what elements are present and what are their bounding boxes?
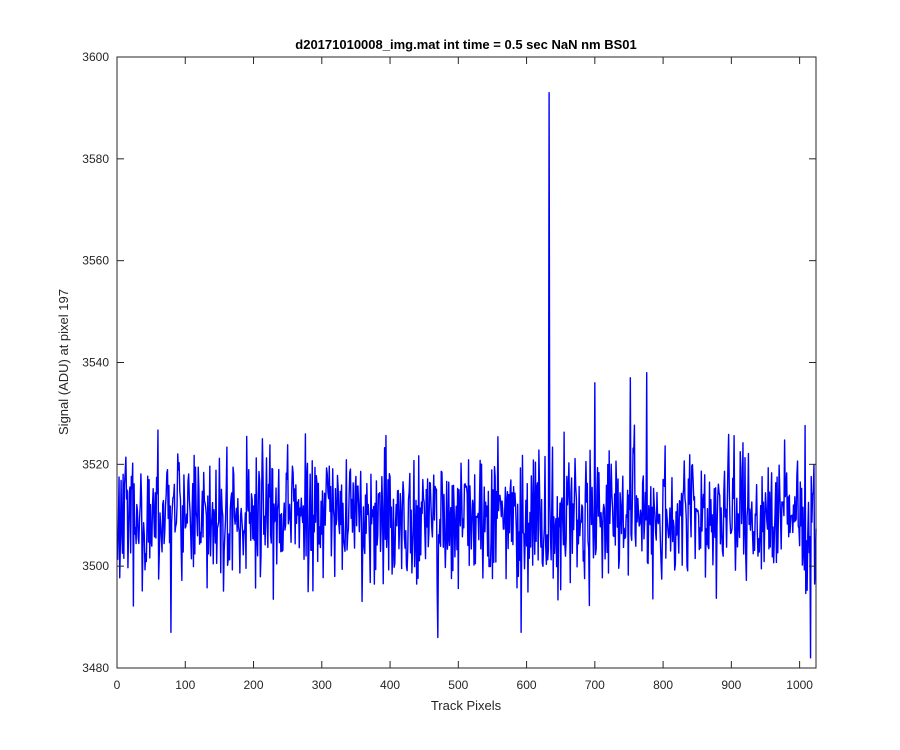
x-axis-label: Track Pixels: [431, 698, 502, 713]
y-tick-label: 3600: [82, 50, 109, 64]
x-tick-label: 300: [312, 678, 332, 692]
x-tick-label: 500: [448, 678, 468, 692]
x-tick-label: 600: [517, 678, 537, 692]
series-line: [116, 91, 817, 659]
x-tick-label: 700: [585, 678, 605, 692]
x-axis: 0 100 200 300 400 500 600 700 800 900 1000: [114, 57, 813, 692]
x-tick-label: 800: [653, 678, 673, 692]
y-tick-label: 3500: [82, 559, 109, 573]
x-tick-label: 100: [175, 678, 195, 692]
x-tick-label: 0: [114, 678, 121, 692]
y-axis-label: Signal (ADU) at pixel 197: [56, 289, 71, 435]
plot-area: [117, 57, 816, 668]
y-axis: 3480 3500 3520 3540 3560 3580 3600: [82, 50, 816, 675]
chart-title: d20171010008_img.mat int time = 0.5 sec …: [295, 37, 636, 52]
y-tick-label: 3580: [82, 152, 109, 166]
x-tick-label: 900: [721, 678, 741, 692]
y-tick-label: 3560: [82, 254, 109, 268]
x-tick-label: 1000: [786, 678, 813, 692]
y-tick-label: 3480: [82, 661, 109, 675]
x-tick-label: 400: [380, 678, 400, 692]
y-tick-label: 3540: [82, 356, 109, 370]
x-tick-label: 200: [244, 678, 264, 692]
y-tick-label: 3520: [82, 457, 109, 471]
series-layer: [116, 91, 817, 659]
